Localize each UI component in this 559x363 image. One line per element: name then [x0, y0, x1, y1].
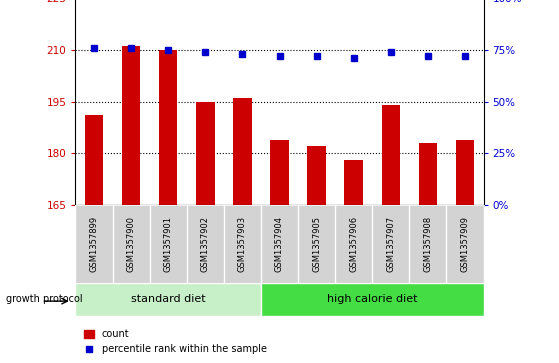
- Bar: [381, 105, 400, 205]
- Text: GSM1357905: GSM1357905: [312, 216, 321, 272]
- Text: GSM1357906: GSM1357906: [349, 216, 358, 272]
- Bar: [344, 160, 363, 205]
- Text: GSM1357903: GSM1357903: [238, 216, 247, 272]
- Bar: [419, 143, 437, 205]
- Bar: [270, 140, 289, 205]
- Bar: [307, 147, 326, 205]
- Text: GSM1357908: GSM1357908: [423, 216, 433, 272]
- Legend: count, percentile rank within the sample: count, percentile rank within the sample: [80, 326, 271, 358]
- Text: high calorie diet: high calorie diet: [327, 294, 418, 305]
- Bar: [159, 50, 178, 205]
- Text: GSM1357902: GSM1357902: [201, 216, 210, 272]
- Text: GSM1357899: GSM1357899: [89, 216, 98, 272]
- Text: GSM1357900: GSM1357900: [126, 216, 136, 272]
- Text: GSM1357909: GSM1357909: [461, 216, 470, 272]
- Bar: [261, 283, 484, 316]
- Text: GSM1357904: GSM1357904: [275, 216, 284, 272]
- Text: GSM1357901: GSM1357901: [164, 216, 173, 272]
- Bar: [122, 46, 140, 205]
- Bar: [75, 283, 261, 316]
- Bar: [233, 98, 252, 205]
- Bar: [196, 102, 215, 205]
- Text: GSM1357907: GSM1357907: [386, 216, 395, 272]
- Bar: [456, 140, 474, 205]
- Text: standard diet: standard diet: [131, 294, 206, 305]
- Text: growth protocol: growth protocol: [6, 294, 82, 305]
- Bar: [85, 115, 103, 205]
